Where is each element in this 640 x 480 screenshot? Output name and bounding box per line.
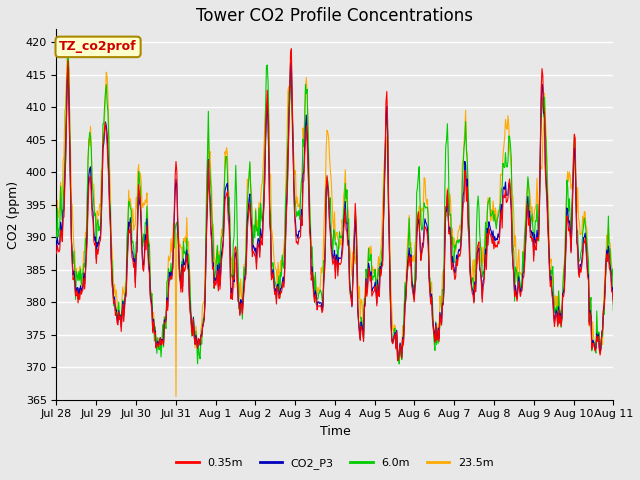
Text: TZ_co2prof: TZ_co2prof	[60, 40, 137, 53]
Title: Tower CO2 Profile Concentrations: Tower CO2 Profile Concentrations	[196, 7, 474, 25]
Y-axis label: CO2 (ppm): CO2 (ppm)	[7, 180, 20, 249]
X-axis label: Time: Time	[319, 425, 350, 438]
Legend: 0.35m, CO2_P3, 6.0m, 23.5m: 0.35m, CO2_P3, 6.0m, 23.5m	[172, 454, 498, 473]
